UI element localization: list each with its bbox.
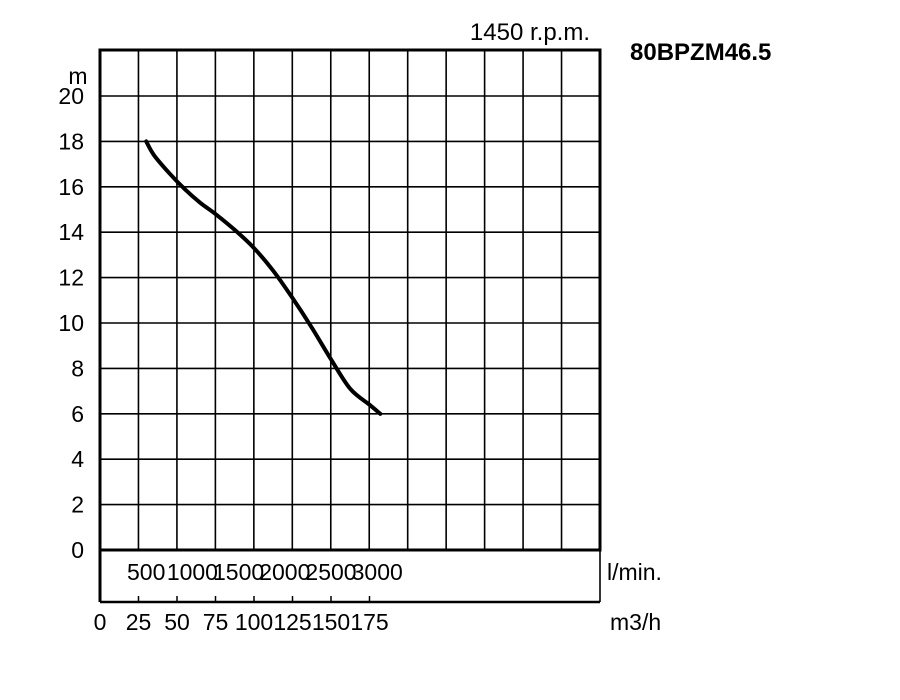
y-tick-label: 10 bbox=[58, 310, 84, 336]
x-bottom-tick-label: 150 bbox=[312, 609, 350, 635]
plot-border bbox=[98, 48, 602, 552]
x-top-tick-label: 1000 bbox=[167, 559, 218, 585]
chart-grid bbox=[100, 50, 600, 550]
chart-frame bbox=[98, 48, 602, 604]
y-tick-label: 6 bbox=[71, 401, 84, 427]
y-tick-label: 0 bbox=[71, 537, 84, 563]
y-tick-label: 2 bbox=[71, 492, 84, 518]
y-tick-label: 12 bbox=[58, 265, 84, 291]
chart-title: 1450 r.p.m. bbox=[470, 19, 590, 46]
x-bottom-tick-label: 100 bbox=[235, 609, 273, 635]
chart-series bbox=[144, 139, 383, 416]
head-curve-line bbox=[144, 139, 383, 416]
y-tick-label: 20 bbox=[58, 83, 84, 109]
x-bottom-tick-label: 0 bbox=[94, 609, 107, 635]
x-top-tick-label: 2000 bbox=[259, 559, 310, 585]
model-label: 80BPZM46.5 bbox=[630, 39, 771, 66]
x-axis-bottom-label: m3/h bbox=[610, 609, 661, 635]
x-bottom-tick-label: 75 bbox=[203, 609, 229, 635]
y-tick-label: 18 bbox=[58, 128, 84, 154]
x-axis-bottom-tick-labels: 0 25 50 75 100 125 150 175 bbox=[94, 609, 389, 635]
x-bottom-tick-label: 125 bbox=[273, 609, 311, 635]
y-axis-tick-labels: 0 2 4 6 8 10 12 14 16 18 20 bbox=[58, 83, 84, 563]
y-tick-label: 14 bbox=[58, 219, 84, 245]
x-top-tick-label: 2500 bbox=[305, 559, 356, 585]
x-top-tick-label: 500 bbox=[127, 559, 165, 585]
x-axis-top-label: l/min. bbox=[607, 559, 662, 585]
y-tick-label: 16 bbox=[58, 174, 84, 200]
x-bottom-tick-label: 25 bbox=[126, 609, 152, 635]
x-top-tick-label: 3000 bbox=[352, 559, 403, 585]
x-top-tick-label: 1500 bbox=[213, 559, 264, 585]
y-tick-label: 4 bbox=[71, 446, 84, 472]
y-tick-label: 8 bbox=[71, 355, 84, 381]
y-axis-label: m bbox=[68, 63, 87, 89]
x-bottom-tick-label: 50 bbox=[164, 609, 190, 635]
x-bottom-tick-label: 175 bbox=[350, 609, 388, 635]
